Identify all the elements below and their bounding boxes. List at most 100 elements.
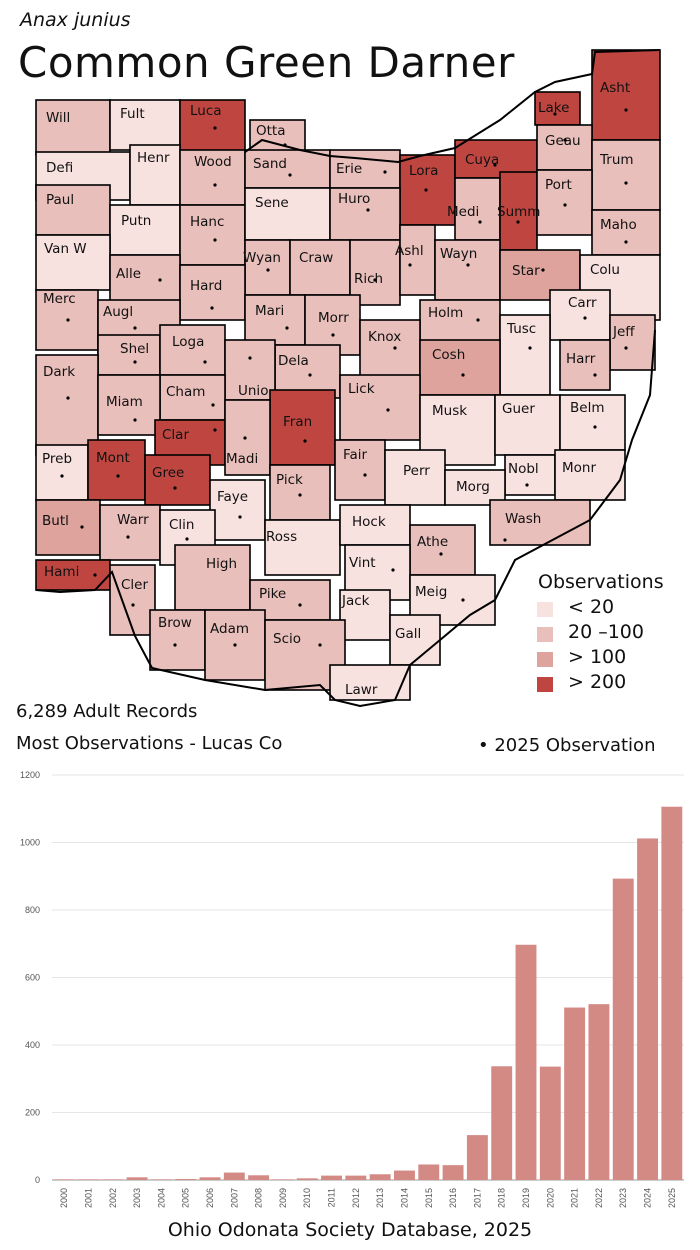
- county-label-shel: Shel: [120, 341, 149, 357]
- page-title: Common Green Darner: [18, 38, 515, 87]
- county-miam: [97, 374, 161, 436]
- observation-2025-dot: [60, 474, 64, 478]
- county-label-putn: Putn: [121, 213, 151, 229]
- county-label-sand: Sand: [253, 156, 287, 172]
- observation-2025-dot: [80, 525, 84, 529]
- observation-2025-dot: [408, 263, 412, 267]
- legend-label: < 20: [568, 596, 615, 618]
- county-wash: [489, 499, 591, 546]
- county-label-lora: Lora: [409, 163, 438, 179]
- county-shape: [179, 149, 246, 206]
- county-label-sene: Sene: [255, 195, 289, 211]
- county-shape: [489, 499, 591, 546]
- county-hock: [339, 504, 411, 546]
- county-label-harr: Harr: [566, 351, 596, 367]
- county-label-athe: Athe: [417, 534, 448, 550]
- county-henr: [129, 144, 181, 206]
- county-label-tusc: Tusc: [506, 321, 536, 337]
- county-label-lick: Lick: [348, 381, 375, 397]
- county-label-wayn: Wayn: [440, 246, 477, 262]
- observation-2025-dot: [298, 493, 302, 497]
- observation-2025-dot: [318, 643, 322, 647]
- observation-2025-dot: [266, 268, 270, 272]
- county-shape: [269, 464, 331, 521]
- county-shape: [559, 339, 611, 391]
- x-tick-label: 2022: [594, 1188, 604, 1208]
- county-label-layer: Will Fult Luca Otta Lake Asht Defi Henr Wood Sand…: [42, 80, 637, 698]
- bar-2012: [345, 1175, 367, 1180]
- county-gree: [144, 454, 211, 506]
- observation-2025-dot: [466, 263, 470, 267]
- county-dela: [274, 344, 341, 399]
- county-label-luca: Luca: [190, 103, 222, 119]
- county-label-asht: Asht: [600, 80, 630, 96]
- observation-2025-dot: [158, 278, 162, 282]
- county-ross: [264, 519, 341, 576]
- species-name: Anax junius: [20, 9, 131, 31]
- county-label-musk: Musk: [432, 403, 467, 419]
- county-label-jack: Jack: [341, 593, 370, 609]
- bar-2000: [53, 1179, 75, 1180]
- county-label-unio: Unio: [238, 383, 268, 399]
- county-van-w: [35, 234, 111, 291]
- county-label-medi: Medi: [447, 204, 479, 220]
- y-tick-label: 1200: [20, 770, 40, 780]
- county-label-pick: Pick: [276, 472, 303, 488]
- county-label-summ: Summ: [497, 204, 540, 220]
- county-label-lake: Lake: [538, 100, 569, 116]
- observation-2025-dot: [439, 552, 443, 556]
- bar-2020: [539, 1066, 561, 1180]
- x-tick-label: 2025: [667, 1188, 677, 1208]
- x-tick-label: 2023: [618, 1188, 628, 1208]
- county-label-mont: Mont: [96, 450, 130, 466]
- county-alle: [109, 254, 181, 306]
- county-label-wyan: Wyan: [243, 250, 281, 266]
- county-shape: [289, 239, 351, 296]
- county-shape: [559, 394, 626, 451]
- observation-2025-dot: [393, 346, 397, 350]
- x-tick-label: 2006: [205, 1188, 215, 1208]
- observation-2025-dot: [424, 188, 428, 192]
- county-shape: [591, 139, 661, 211]
- county-madi: [224, 399, 271, 476]
- bar-2013: [369, 1174, 391, 1180]
- county-shape: [209, 479, 266, 541]
- observation-2025-dot: [476, 318, 480, 322]
- x-tick-label: 2019: [521, 1188, 531, 1208]
- bar-2018: [491, 1066, 513, 1180]
- county-label-trum: Trum: [599, 152, 634, 168]
- county-label-dela: Dela: [278, 353, 309, 369]
- observation-2025-dot: [493, 163, 497, 167]
- x-tick-label: 2018: [497, 1188, 507, 1208]
- county-shape: [434, 239, 501, 301]
- observation-2025-dot: [233, 643, 237, 647]
- county-shape: [274, 344, 341, 399]
- county-shape: [87, 439, 146, 501]
- county-shape: [339, 589, 391, 641]
- county-jack: [339, 589, 391, 641]
- county-morg: [444, 469, 506, 506]
- observation-2025-dot: [133, 326, 137, 330]
- bar-2021: [564, 1007, 586, 1180]
- x-tick-label: 2020: [545, 1188, 555, 1208]
- x-tick-label: 2000: [59, 1188, 69, 1208]
- county-label-hock: Hock: [352, 514, 386, 530]
- county-label-fran: Fran: [283, 414, 312, 430]
- observation-2025-dot: [383, 170, 387, 174]
- observation-2025-dot: [373, 278, 377, 282]
- county-cosh: [419, 339, 501, 396]
- county-label-fult: Fult: [120, 106, 145, 122]
- observation-2025-dot: [248, 356, 252, 360]
- county-shape: [384, 449, 446, 506]
- x-tick-label: 2017: [472, 1188, 482, 1208]
- observation-2025-dot: [288, 173, 292, 177]
- county-shape: [536, 124, 593, 171]
- bar-2025: [661, 806, 683, 1180]
- observation-2025-dot: [624, 181, 628, 185]
- observation-2025-dot: [516, 220, 520, 224]
- observation-2025-dot: [461, 373, 465, 377]
- county-label-augl: Augl: [103, 304, 133, 320]
- county-sand: [244, 149, 331, 189]
- y-tick-label: 600: [25, 973, 40, 983]
- most-observations-note: Most Observations - Lucas Co: [16, 733, 283, 754]
